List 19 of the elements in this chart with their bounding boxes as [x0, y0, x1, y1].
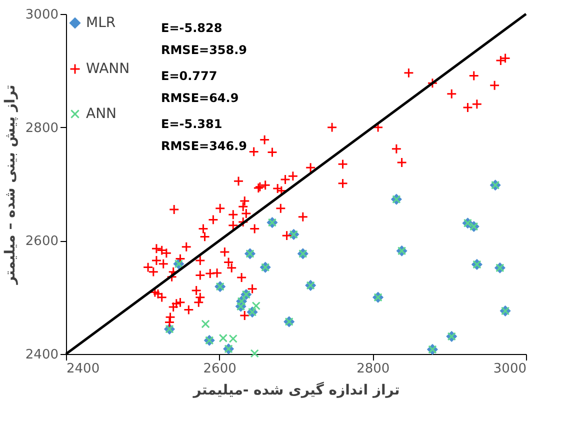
- y-tick-label: 2800: [25, 120, 58, 136]
- x-axis-title: تراز اندازه گیری شده -میلیمتر: [192, 382, 400, 398]
- annotation: RMSE=64.9: [161, 91, 239, 105]
- annotation: RMSE=346.9: [161, 139, 248, 153]
- annotation: E=-5.828: [161, 21, 222, 35]
- annotation: RMSE=358.9: [161, 43, 248, 57]
- y-tick-label: 2400: [25, 348, 58, 362]
- legend-label: WANN: [86, 61, 130, 77]
- legend-label: ANN: [86, 106, 117, 122]
- y-tick-label: 2600: [25, 234, 58, 250]
- y-tick-label: 3000: [25, 8, 58, 22]
- annotation: E=-5.381: [161, 117, 222, 131]
- x-tick-label: 2600: [203, 362, 236, 376]
- legend-label: MLR: [86, 15, 116, 31]
- x-tick-label: 3000: [493, 362, 526, 376]
- x-tick-label: 2400: [66, 362, 100, 376]
- y-axis-title: تراز پیش بینی شده – میلیمتر: [2, 84, 18, 286]
- x-tick-label: 2800: [356, 362, 390, 376]
- annotation: E=0.777: [161, 69, 218, 83]
